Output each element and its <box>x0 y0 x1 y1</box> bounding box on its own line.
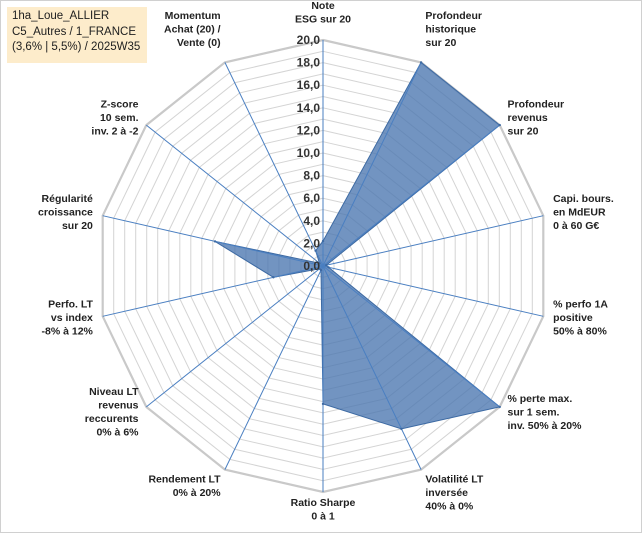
spoke <box>322 62 422 267</box>
data-point <box>272 276 275 279</box>
spoke <box>102 265 324 317</box>
tick-label: 4,0 <box>303 214 320 228</box>
spoke <box>322 215 544 267</box>
axis-label: % perte max. sur 1 sem. inv. 50% à 20% <box>508 393 583 432</box>
tick-label: 18,0 <box>297 56 321 70</box>
info-line-2: C5_Autres / 1_FRANCE <box>12 25 136 38</box>
spoke <box>322 265 501 408</box>
axis-label: Perfo. LT vs index -8% à 12% <box>42 298 94 337</box>
info-line-3: (3,6% | 5,5%) / 2025W35 <box>12 41 141 53</box>
info-box: 1ha_Loue_ALLIER C5_Autres / 1_FRANCE (3,… <box>7 7 147 63</box>
axis-label: Ratio Sharpe 0 à 1 <box>291 497 356 523</box>
spoke <box>322 265 544 317</box>
axis-label: Régularité croissance sur 20 <box>38 193 93 232</box>
data-point <box>318 262 321 265</box>
axis-label: Momentum Achat (20) / Vente (0) <box>164 10 221 49</box>
axis-label: Profondeur revenus sur 20 <box>508 99 565 138</box>
tick-label: 20,0 <box>297 33 321 47</box>
axis-label: Rendement LT 0% à 20% <box>148 474 221 500</box>
spoke <box>224 62 324 267</box>
data-point <box>321 402 325 406</box>
tick-label: 10,0 <box>297 146 321 160</box>
axis-label: Note ESG sur 20 <box>295 0 351 26</box>
axis-label: Niveau LT revenus reccurents 0% à 6% <box>85 386 139 439</box>
data-point <box>321 239 325 243</box>
series-area <box>214 61 501 430</box>
tick-label: 12,0 <box>297 123 321 137</box>
tick-label: 14,0 <box>297 101 321 115</box>
axis-label: Capi. bours. en MdEUR 0 à 60 G€ <box>553 193 614 232</box>
axis-label: Volatilité LT inversée 40% à 0% <box>425 474 484 513</box>
spoke <box>102 215 324 267</box>
tick-label: 0,0 <box>303 259 320 273</box>
data-point <box>400 427 403 431</box>
tick-label: 6,0 <box>303 191 320 205</box>
tick-label: 2,0 <box>303 236 320 250</box>
spoke <box>224 265 324 470</box>
spoke <box>322 124 501 267</box>
data-point <box>419 61 423 64</box>
data-point <box>498 405 501 409</box>
axis-label: Z-score 10 sem. inv. 2 à -2 <box>91 99 138 138</box>
spoke <box>322 265 422 470</box>
data-point <box>314 249 317 252</box>
data-point <box>318 267 321 270</box>
axis-label: % perfo 1A positive 50% à 80% <box>553 298 608 337</box>
axis-label: Profondeur historique sur 20 <box>425 10 482 49</box>
tick-label: 8,0 <box>303 169 320 183</box>
info-line-1: 1ha_Loue_ALLIER <box>12 10 110 22</box>
spoke <box>145 265 324 408</box>
data-point <box>213 240 217 243</box>
spoke <box>145 124 324 267</box>
data-point <box>498 123 501 127</box>
data-point <box>325 264 328 267</box>
tick-label: 16,0 <box>297 78 321 92</box>
data-point <box>327 266 330 269</box>
